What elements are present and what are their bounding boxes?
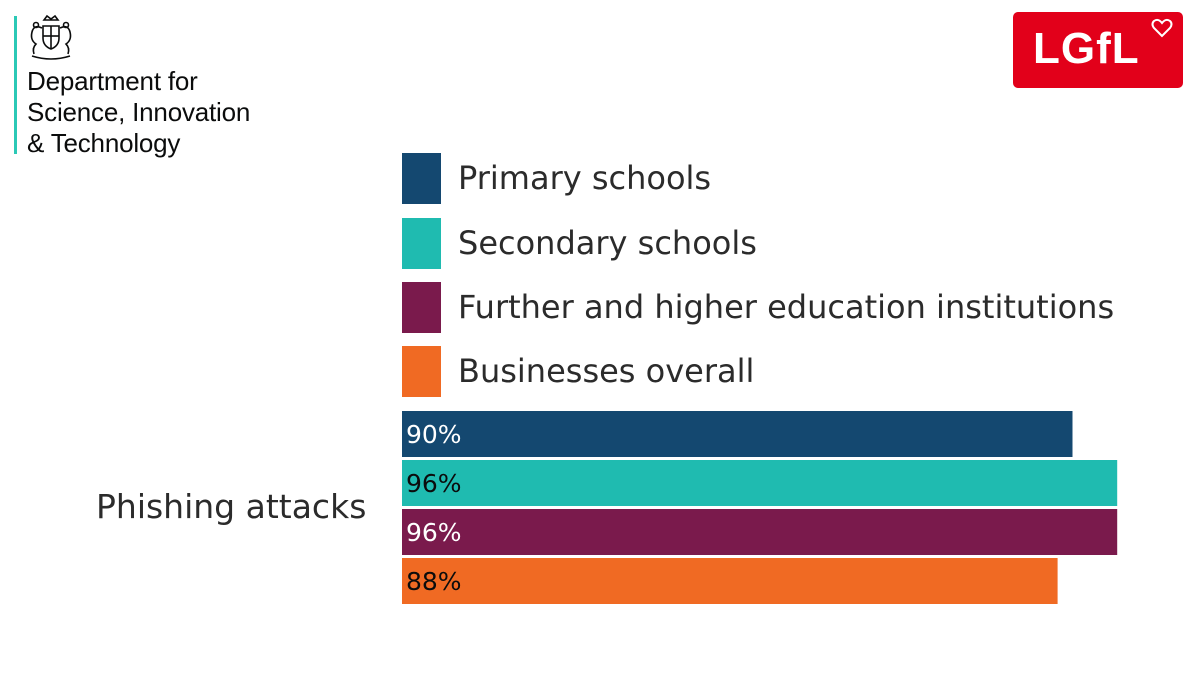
bar-4: [402, 558, 1058, 604]
department-name-line-2: Science, Innovation: [27, 97, 251, 127]
legend-swatch-primary: [402, 153, 441, 204]
header-accent-bar: [14, 16, 17, 154]
legend-label-further-higher: Further and higher education institution…: [458, 288, 1115, 326]
lgfl-logo: LGfL: [1013, 12, 1183, 88]
bar-2-value-label: 96%: [406, 469, 462, 498]
heart-icon: [1151, 18, 1173, 38]
legend-swatch-secondary: [402, 218, 441, 269]
bar-1-value-label: 90%: [406, 420, 462, 449]
bar-4-value-label: 88%: [406, 567, 462, 596]
legend-label-secondary: Secondary schools: [458, 224, 757, 262]
legend-swatch-businesses: [402, 346, 441, 397]
category-label: Phishing attacks: [96, 487, 367, 526]
legend-label-primary: Primary schools: [458, 159, 712, 197]
lgfl-logo-text: LGfL: [1033, 24, 1140, 73]
department-name: Department for Science, Innovation & Tec…: [27, 66, 250, 159]
bar-3-value-label: 96%: [406, 518, 462, 547]
bar-2: [402, 460, 1118, 506]
department-name-line-3: & Technology: [27, 128, 181, 158]
legend-swatch-further-higher: [402, 282, 441, 333]
department-name-line-1: Department for: [27, 66, 198, 96]
legend-label-businesses: Businesses overall: [458, 352, 755, 390]
bar-3: [402, 509, 1118, 555]
bar-1: [402, 411, 1073, 457]
royal-coat-of-arms-icon: [30, 14, 72, 60]
